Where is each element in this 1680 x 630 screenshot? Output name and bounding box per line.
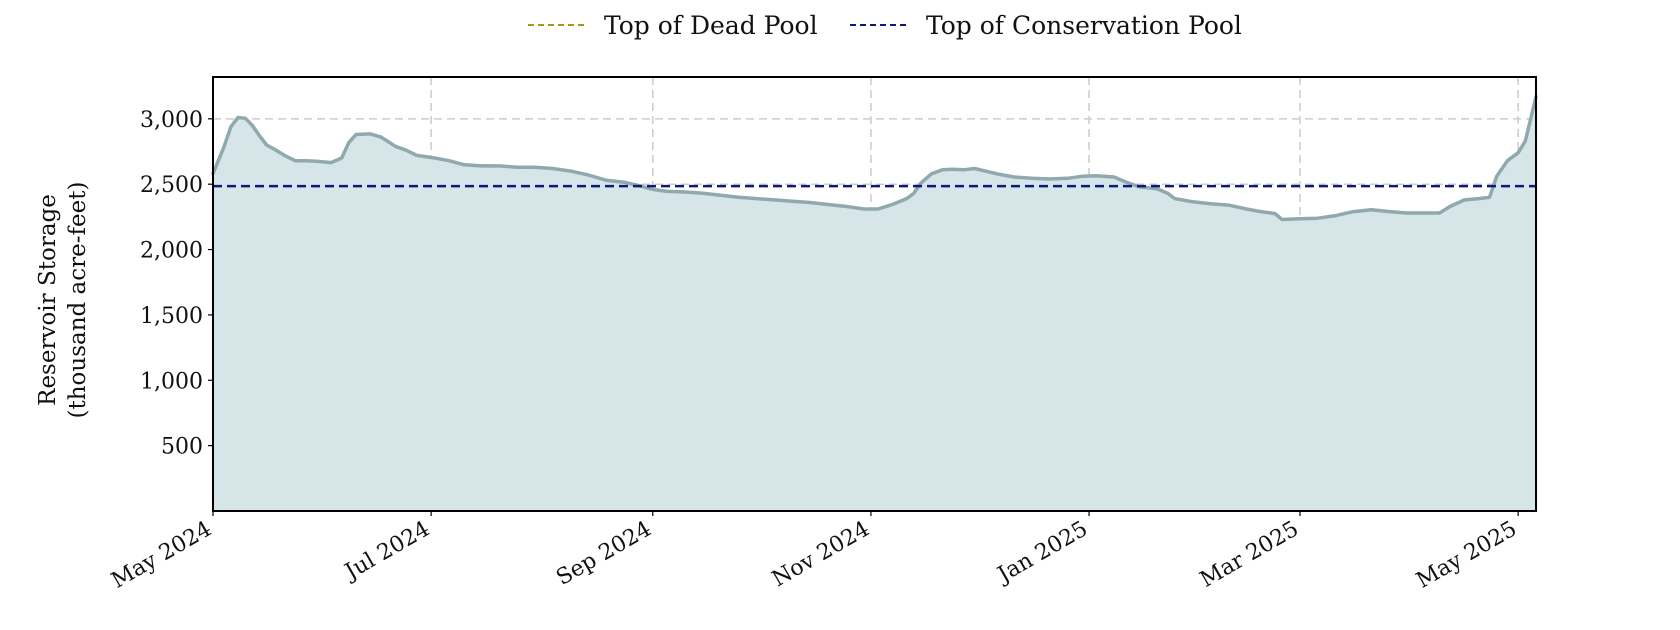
y-tick-label: 1,500: [140, 304, 203, 329]
y-tick-label: 3,000: [140, 108, 203, 133]
legend-label-conservation-pool: Top of Conservation Pool: [926, 10, 1242, 40]
x-tick-label: Jul 2024: [339, 517, 434, 586]
x-tick-label: Nov 2024: [768, 517, 874, 593]
x-tick-label: May 2025: [1412, 517, 1521, 594]
y-axis-label-line2: (thousand acre-feet): [65, 181, 91, 419]
legend-item-conservation-pool: Top of Conservation Pool: [850, 8, 1242, 42]
storage-area-fill: [213, 96, 1536, 511]
x-tick-label: May 2024: [107, 517, 216, 594]
y-tick-label: 1,000: [140, 369, 203, 394]
plot-frame: [212, 76, 1537, 512]
series-layer: [211, 94, 1538, 511]
x-tick-label: Sep 2024: [552, 517, 656, 591]
y-axis-label-line1: Reservoir Storage: [35, 194, 61, 406]
legend-item-dead-pool: Top of Dead Pool: [528, 8, 818, 42]
y-tick-label: 2,000: [140, 239, 203, 264]
y-tick-label: 500: [161, 435, 203, 460]
x-tick-label: Jan 2025: [992, 517, 1092, 589]
storage-series-line: [211, 94, 1538, 222]
legend-swatch-dead-pool: [528, 24, 584, 26]
legend-label-dead-pool: Top of Dead Pool: [604, 10, 818, 40]
x-tick-label: Mar 2025: [1196, 517, 1303, 593]
y-tick-label: 2,500: [140, 173, 203, 198]
legend-swatch-conservation-pool: [850, 24, 906, 26]
legend: Top of Dead Pool Top of Conservation Poo…: [0, 8, 1680, 42]
